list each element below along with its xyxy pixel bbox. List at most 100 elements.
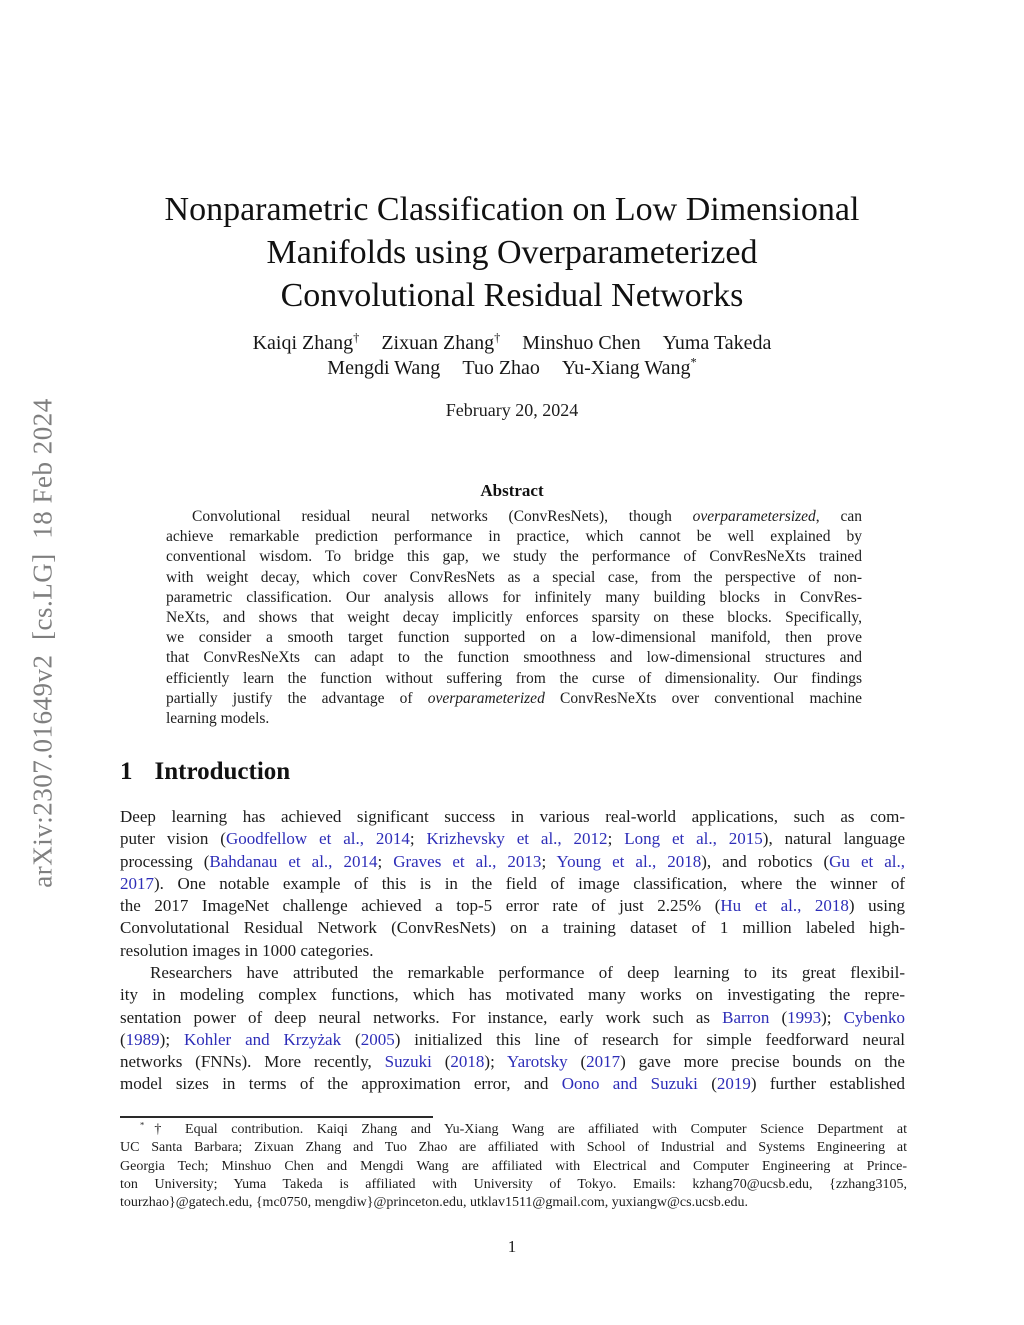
text-span: † Equal contribution. Kaiqi Zhang and Yu… xyxy=(144,1122,907,1137)
paper-title: Nonparametric Classification on Low Dime… xyxy=(0,188,1024,317)
abstract-body: Convolutional residual neural networks (… xyxy=(166,507,862,729)
superscript-marker: † xyxy=(353,330,360,345)
text-span: Convolutional Residual Networks xyxy=(280,277,744,314)
text-span: ) further established xyxy=(750,1074,906,1094)
text-span: ; xyxy=(607,829,625,849)
section-heading-introduction: 1 Introduction xyxy=(120,758,290,786)
text-span: Yuma Takeda xyxy=(662,332,772,354)
text-line: Kaiqi Zhang† Zixuan Zhang† Minshuo Chen Yum… xyxy=(0,331,1024,356)
text-span: overparameterized xyxy=(427,689,545,707)
text-span: we consider a smooth target function sup… xyxy=(166,629,862,647)
text-line: the 2017 ImageNet challenge achieved a t… xyxy=(120,895,905,917)
citation-link[interactable]: Oono and Suzuki xyxy=(561,1074,698,1094)
text-span: Yu-Xiang Wang xyxy=(561,357,691,379)
text-span: ( xyxy=(567,1052,587,1072)
text-span: Nonparametric Classification on Low Dime… xyxy=(164,191,860,228)
text-line: partially justify the advantage of overp… xyxy=(166,689,862,709)
text-span: tourzhao}@gatech.edu, {mc0750, mengdiw}@… xyxy=(120,1195,748,1211)
text-span: learning models. xyxy=(166,710,270,728)
text-span: ); xyxy=(484,1052,508,1072)
text-span: that ConvResNeXts can adapt to the funct… xyxy=(166,649,862,667)
text-span: sentation power of deep neural networks.… xyxy=(120,1007,723,1027)
text-span: ). One notable example of this is in the… xyxy=(154,873,905,893)
text-line: that ConvResNeXts can adapt to the funct… xyxy=(166,648,862,668)
text-span: resolution images in 1000 categories. xyxy=(120,940,374,960)
text-span: ); xyxy=(159,1029,184,1049)
text-line: we consider a smooth target function sup… xyxy=(166,628,862,648)
text-line: (1989); Kohler and Krzyżak (2005) initia… xyxy=(120,1029,905,1051)
text-span: parametric classification. Our analysis … xyxy=(166,588,862,606)
intro-paragraph-1: Deep learning has achieved significant s… xyxy=(120,806,905,962)
text-line: ton University; Yuma Takeda is affiliate… xyxy=(120,1176,907,1194)
text-line: Georgia Tech; Minshuo Chen and Mengdi Wa… xyxy=(120,1158,907,1176)
text-span: Zixuan Zhang xyxy=(381,332,495,354)
citation-link[interactable]: Krizhevsky et al., 2012 xyxy=(426,829,608,849)
text-span: Convolutional residual neural networks (… xyxy=(192,508,693,525)
text-span: ) gave more precise bounds on the xyxy=(620,1052,905,1072)
text-span: ity in modeling complex functions, which… xyxy=(120,985,905,1005)
text-span: ton University; Yuma Takeda is affiliate… xyxy=(120,1176,907,1192)
citation-link[interactable]: Long et al., 2015 xyxy=(624,829,763,849)
text-line: conventional wisdom. To bridge this gap,… xyxy=(166,547,862,567)
text-span: , can xyxy=(815,508,862,525)
text-span: ( xyxy=(697,1074,717,1094)
text-span: ) initialized this line of research for … xyxy=(394,1029,905,1049)
text-span: ( xyxy=(769,1007,788,1027)
text-line: resolution images in 1000 categories. xyxy=(120,940,905,962)
text-span: ) using xyxy=(848,896,905,916)
citation-link[interactable]: Goodfellow et al., 2014 xyxy=(225,829,410,849)
citation-link[interactable]: Barron xyxy=(722,1007,770,1027)
superscript-marker: * xyxy=(690,355,697,370)
citation-link[interactable]: 2018 xyxy=(450,1052,485,1072)
text-span: UC Santa Barbara; Zixuan Zhang and Tuo Z… xyxy=(120,1140,907,1156)
text-span: conventional wisdom. To bridge this gap,… xyxy=(166,548,862,566)
text-line: Convolutational Residual Network (ConvRe… xyxy=(120,917,905,939)
citation-link[interactable]: 1993 xyxy=(787,1007,822,1027)
citation-link[interactable]: Hu et al., 2018 xyxy=(720,896,849,916)
text-line: networks (FNNs). More recently, Suzuki (… xyxy=(120,1051,905,1073)
text-span: ( xyxy=(120,1029,126,1049)
section-title: Introduction xyxy=(154,758,291,785)
text-line: achieve remarkable prediction performanc… xyxy=(166,527,862,547)
text-span: Mengdi Wang xyxy=(327,357,441,379)
text-line: UC Santa Barbara; Zixuan Zhang and Tuo Z… xyxy=(120,1139,907,1157)
text-span: networks (FNNs). More recently, xyxy=(120,1052,385,1072)
text-span: ; xyxy=(377,851,394,871)
text-span: Manifolds using Overparameterized xyxy=(266,234,758,271)
text-span: ), natural language xyxy=(762,829,906,849)
citation-link[interactable]: 2019 xyxy=(716,1074,751,1094)
citation-link[interactable]: Gu et al., xyxy=(829,851,905,871)
text-span: overparametersized xyxy=(692,508,816,525)
text-span: NeXts, and shows that weight decay impli… xyxy=(166,609,862,627)
citation-link[interactable]: Suzuki xyxy=(384,1052,432,1072)
paper-date: February 20, 2024 xyxy=(445,400,579,420)
text-line: tourzhao}@gatech.edu, {mc0750, mengdiw}@… xyxy=(120,1194,907,1212)
citation-link[interactable]: Cybenko xyxy=(843,1007,905,1027)
citation-link[interactable]: 2017 xyxy=(586,1052,621,1072)
text-line: ity in modeling complex functions, which… xyxy=(120,984,905,1006)
footnote: *† Equal contribution. Kaiqi Zhang and Y… xyxy=(120,1120,907,1212)
citation-link[interactable]: 2017 xyxy=(120,873,154,893)
text-span: Georgia Tech; Minshuo Chen and Mengdi Wa… xyxy=(120,1158,907,1174)
citation-link[interactable]: Graves et al., 2013 xyxy=(393,851,542,871)
text-line: Researchers have attributed the remarkab… xyxy=(120,962,905,984)
citation-link[interactable]: Young et al., 2018 xyxy=(556,851,702,871)
citation-link[interactable]: Yarotsky xyxy=(507,1052,568,1072)
citation-link[interactable]: Kohler and Krzyżak xyxy=(183,1029,342,1049)
superscript-marker: † xyxy=(494,330,501,345)
page-number: 1 xyxy=(507,1237,517,1256)
citation-link[interactable]: 2005 xyxy=(360,1029,395,1049)
text-line: Convolutional residual neural networks (… xyxy=(166,507,862,527)
intro-paragraph-2: Researchers have attributed the remarkab… xyxy=(120,962,905,1096)
text-span: efficiently learn the function without s… xyxy=(166,669,862,687)
text-line: Convolutional Residual Networks xyxy=(0,274,1024,317)
text-line: learning models. xyxy=(166,709,862,729)
text-span: ( xyxy=(431,1052,451,1072)
text-span: Tuo Zhao xyxy=(462,357,540,379)
text-span: model sizes in terms of the approximatio… xyxy=(120,1074,562,1094)
text-span: processing ( xyxy=(120,851,210,871)
citation-link[interactable]: Bahdanau et al., 2014 xyxy=(209,851,378,871)
text-span: ConvResNeXts over conventional machine xyxy=(544,689,863,707)
citation-link[interactable]: 1989 xyxy=(125,1029,160,1049)
